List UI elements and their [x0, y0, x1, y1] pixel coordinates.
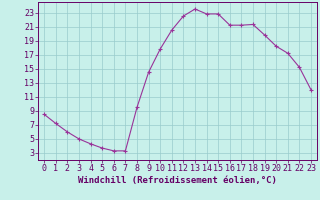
X-axis label: Windchill (Refroidissement éolien,°C): Windchill (Refroidissement éolien,°C): [78, 176, 277, 185]
